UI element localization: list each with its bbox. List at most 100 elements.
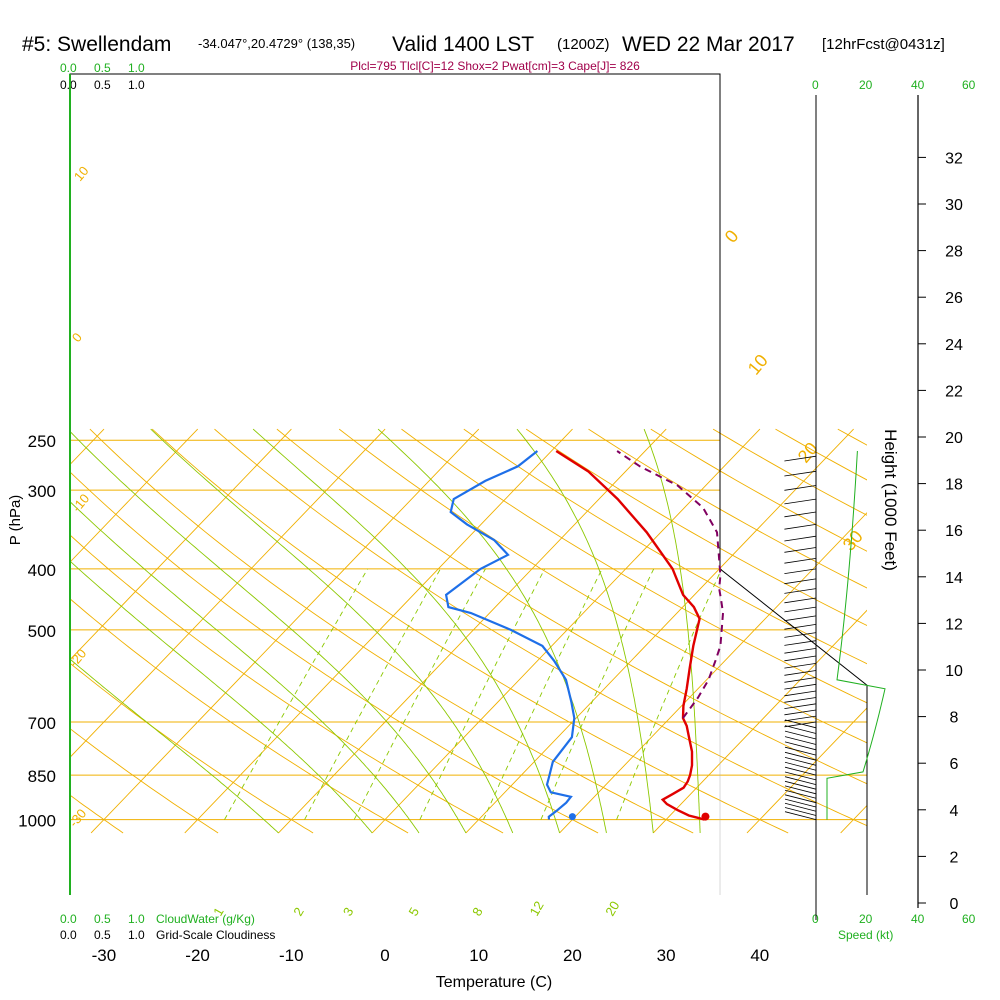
- height-tick-8: 8: [950, 710, 959, 727]
- x-tick-0: -30: [92, 946, 117, 965]
- isotherm--20: [184, 428, 573, 834]
- height-tick-16: 16: [945, 523, 963, 540]
- dry-adiabat--10: [70, 662, 314, 834]
- isotherm--50: [70, 428, 292, 661]
- cloud-scale-top-black-2: 1.0: [128, 78, 145, 92]
- height-tick-12: 12: [945, 616, 963, 633]
- wind-barbs: [784, 455, 817, 820]
- isotherm-40: [746, 707, 867, 834]
- height-tick-30: 30: [945, 197, 963, 214]
- isotherm-label-7: 20: [794, 438, 822, 466]
- height-tick-4: 4: [950, 803, 959, 820]
- height-tick-26: 26: [945, 290, 963, 307]
- valid-date: WED 22 Mar 2017: [622, 33, 795, 56]
- moist-adiabat-5: [70, 501, 420, 834]
- dry-adiabat-20: [70, 471, 599, 834]
- x-tick-4: 10: [469, 946, 488, 965]
- cloud-scale-bottom-black-1: 0.5: [94, 928, 111, 942]
- temperature-profile: [555, 449, 705, 821]
- stability-indices: Plcl=795 Tlcl[C]=12 Shox=2 Pwat[cm]=3 Ca…: [350, 59, 640, 73]
- mixing-ratio-12: [540, 568, 655, 820]
- dry-adiabat-60: [276, 428, 867, 785]
- isotherm-label-1: 0: [69, 330, 85, 345]
- mixing-ratio-1: [224, 568, 369, 820]
- surface-dewpoint-marker: [568, 813, 576, 821]
- height-tick-24: 24: [945, 337, 963, 354]
- grid-lines: [0, 428, 867, 834]
- p-tick-400: 400: [28, 561, 56, 580]
- dry-adiabat-90: [463, 428, 867, 665]
- dry-adiabat-10: [70, 534, 504, 834]
- dry-adiabat--20: [70, 728, 219, 834]
- isotherm-label-0: 10: [71, 163, 92, 184]
- cloud-scale-bottom-green-1: 0.5: [94, 912, 111, 926]
- zulu-time: (1200Z): [557, 36, 610, 53]
- mixing-ratio-label-5: 12: [527, 898, 547, 918]
- mixing-ratio-label-4: 8: [469, 905, 486, 919]
- height-tick-28: 28: [945, 244, 963, 261]
- speed-top-tick-3: 60: [962, 78, 976, 92]
- moist-adiabat-10: [70, 430, 467, 834]
- dry-adiabat-40: [151, 428, 789, 834]
- mixing-ratio-label-3: 5: [405, 905, 422, 919]
- moist-adiabat-30: [516, 428, 654, 834]
- height-tick-10: 10: [945, 663, 963, 680]
- isotherm--10: [278, 428, 667, 834]
- moist-adiabat-20: [252, 428, 561, 834]
- speed-top-tick-2: 40: [911, 78, 925, 92]
- mixing-ratio-3: [353, 568, 486, 820]
- height-tick-6: 6: [950, 756, 959, 773]
- dry-adiabat-110: [588, 428, 867, 589]
- mixing-ratio-2: [304, 568, 441, 820]
- isotherm--30: [90, 428, 480, 834]
- p-tick-1000: 1000: [18, 812, 56, 831]
- cloud-scale-bottom-black-0: 0.0: [60, 928, 77, 942]
- wind-speed-line: [826, 450, 886, 820]
- dry-adiabat-70: [338, 428, 867, 744]
- cloud-scale-bottom-black-2: 1.0: [128, 928, 145, 942]
- x-tick-2: -10: [279, 946, 304, 965]
- speed-axis-label: Speed (kt): [838, 928, 893, 942]
- x-tick-1: -20: [185, 946, 210, 965]
- isotherm-label-6: 10: [744, 350, 772, 378]
- isotherm-50: [840, 804, 867, 834]
- isotherm-10: [465, 428, 854, 834]
- mixing-ratio-label-1: 2: [290, 905, 307, 919]
- speed-top-tick-0: 0: [812, 78, 819, 92]
- cloud-scale-top-green-0: 0.0: [60, 61, 77, 75]
- isotherm-label-2: -10: [69, 491, 93, 515]
- moist-adiabat-0: [70, 560, 373, 834]
- height-tick-32: 32: [945, 150, 963, 167]
- dry-adiabat-0: [70, 598, 409, 834]
- dry-adiabat--40: [0, 429, 28, 833]
- dry-adiabat-100: [525, 428, 867, 627]
- moist-adiabat-35: [643, 428, 701, 833]
- moist-adiabat--10: [70, 658, 279, 834]
- forecast-info: [12hrFcst@0431z]: [822, 36, 945, 53]
- height-tick-22: 22: [945, 383, 963, 400]
- x-tick-6: 30: [657, 946, 676, 965]
- isotherm--60: [70, 428, 199, 563]
- dry-adiabat-120: [650, 428, 867, 552]
- speed-bottom-tick-2: 40: [911, 912, 925, 926]
- x-axis-label: Temperature (C): [436, 974, 552, 991]
- mixing-ratio-20: [616, 568, 723, 820]
- cloudwater-label: CloudWater (g/Kg): [156, 912, 255, 926]
- valid-time: Valid 1400 LST: [392, 33, 534, 56]
- mixing-ratio-8: [483, 568, 603, 820]
- p-tick-850: 850: [28, 767, 56, 786]
- height-tick-2: 2: [950, 849, 959, 866]
- plot-frame: [69, 73, 868, 895]
- p-tick-300: 300: [28, 482, 56, 501]
- isotherm--80: [0, 429, 10, 833]
- isotherm-label-8: 30: [839, 526, 867, 554]
- height-tick-18: 18: [945, 477, 963, 494]
- height-axis-label: Height (1000 Feet): [881, 429, 900, 571]
- isotherm-label-5: 0: [721, 226, 743, 247]
- cloud-scale-top-green-1: 0.5: [94, 61, 111, 75]
- parcel-profile: [616, 450, 725, 719]
- cloud-scale-bottom-green-0: 0.0: [60, 912, 77, 926]
- dry-adiabat-50: [214, 428, 867, 827]
